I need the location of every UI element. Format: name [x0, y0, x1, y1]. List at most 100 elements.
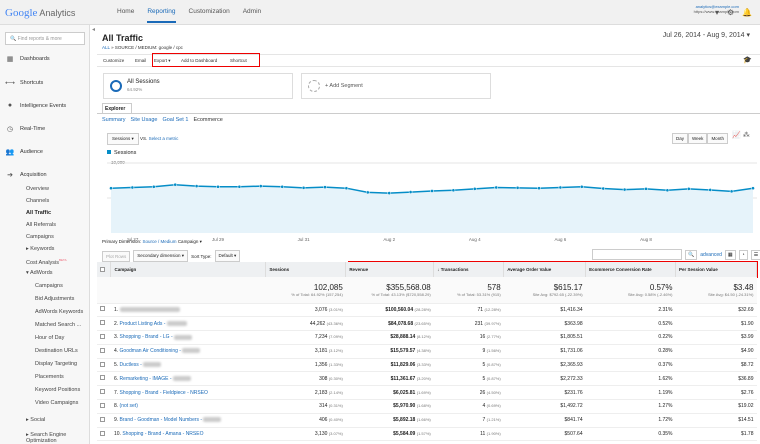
customize-button[interactable]: Customize	[103, 58, 125, 63]
data-point[interactable]	[665, 188, 670, 193]
sidebar-item-display-targeting[interactable]: Display Targeting	[35, 361, 78, 367]
select-all-header[interactable]	[97, 262, 112, 277]
campaign-cell[interactable]: 1.	[110, 303, 266, 318]
table-row[interactable]: 9. Brand - Goodman - Model Numbers - 406…	[97, 413, 757, 428]
sidebar-item-channels[interactable]: Channels	[26, 198, 50, 204]
table-row[interactable]: 7. Shopping - Brand - Fieldpiece - NRSEO…	[97, 385, 757, 401]
nav-reporting[interactable]: Reporting	[147, 8, 176, 23]
segment-all-sessions[interactable]: All Sessions 64.92%	[103, 73, 293, 99]
advanced-link[interactable]: advanced	[700, 252, 722, 258]
campaign-cell[interactable]: 9. Brand - Goodman - Model Numbers -	[110, 413, 266, 428]
sort-type-dropdown[interactable]: Default ▾	[214, 250, 241, 262]
table-row[interactable]: 4. Goodman Air Conditioning - 3,181 (3.1…	[97, 344, 757, 359]
data-point[interactable]	[109, 186, 113, 191]
data-point[interactable]	[494, 185, 499, 190]
tab-summary[interactable]: Summary	[102, 117, 126, 123]
table-row[interactable]: 1. 3,076 (3.01%) $100,560.04 (28.28%) 71 (…	[97, 303, 757, 318]
sidebar-item-bid-adjustments[interactable]: Bid Adjustments	[35, 296, 75, 302]
table-view-icon[interactable]: ▦	[724, 250, 736, 260]
sidebar-item-hour-of-day[interactable]: Hour of Day	[35, 335, 65, 341]
table-row[interactable]: 2. Product Listing Ads - 44,262 (43.36%)…	[97, 316, 757, 332]
shortcut-button[interactable]: Shortcut	[230, 58, 247, 63]
table-row[interactable]: 5. Ductless - 1,356 (1.33%) $11,829.06 (3…	[97, 358, 757, 373]
checkbox[interactable]	[100, 375, 105, 381]
sidebar-item-adwords-keywords[interactable]: AdWords Keywords	[35, 309, 84, 315]
checkbox[interactable]	[100, 361, 105, 367]
row-checkbox-cell[interactable]	[97, 344, 111, 359]
campaign-name[interactable]: Ductless -	[119, 362, 144, 369]
col-campaign[interactable]: Campaign	[110, 262, 267, 277]
col-sessions[interactable]: Sessions	[265, 262, 347, 277]
nav-customization[interactable]: Customization	[188, 8, 230, 15]
metric-dropdown[interactable]: Sessions ▾	[107, 133, 139, 145]
data-point[interactable]	[729, 189, 734, 194]
plot-rows-button[interactable]: Plot Rows	[102, 250, 131, 262]
sidebar-item-realtime[interactable]: ◷ Real-Time	[0, 125, 45, 133]
data-point[interactable]	[644, 187, 648, 191]
week-button[interactable]: Week	[688, 133, 708, 144]
data-point[interactable]	[558, 185, 563, 190]
sidebar-item-audience[interactable]: 👥 Audience	[0, 148, 43, 156]
search-icon[interactable]: 🔍	[685, 250, 698, 260]
bar-view-icon[interactable]: ☰	[750, 250, 760, 260]
add-to-dashboard-button[interactable]: Add to Dashboard	[181, 58, 218, 63]
data-point[interactable]	[344, 186, 349, 191]
col-avg-order-value[interactable]: Average Order Value	[503, 262, 587, 277]
data-point[interactable]	[430, 189, 434, 193]
checkbox[interactable]	[100, 402, 105, 408]
data-point[interactable]	[515, 186, 520, 190]
campaign-name[interactable]: Goodman Air Conditioning -	[119, 348, 183, 355]
sidebar-item-matched-search[interactable]: Matched Search ...	[35, 322, 82, 328]
sidebar-item-acquisition[interactable]: ➔ Acquisition	[0, 171, 47, 179]
campaign-cell[interactable]: 10. Shopping - Brand - Amana - NRSEO	[110, 427, 266, 442]
data-point[interactable]	[686, 187, 691, 191]
date-range-picker[interactable]: Jul 26, 2014 - Aug 9, 2014 ▾	[662, 32, 750, 39]
data-point[interactable]	[387, 191, 392, 195]
sidebar-item-all-referrals[interactable]: All Referrals	[26, 222, 56, 228]
sidebar-item-intelligence[interactable]: ● Intelligence Events	[0, 102, 66, 109]
col-conversion-rate[interactable]: Ecommerce Conversion Rate	[585, 262, 676, 277]
nav-home[interactable]: Home	[117, 8, 135, 15]
campaign-dimension[interactable]: Campaign ▾	[177, 239, 202, 244]
sidebar-item-all-traffic[interactable]: All Traffic	[26, 210, 52, 216]
add-segment-button[interactable]: + Add Segment	[301, 73, 491, 99]
row-checkbox-cell[interactable]	[97, 303, 111, 318]
data-point[interactable]	[323, 185, 327, 189]
bell-icon[interactable]: 🔔	[742, 8, 753, 17]
checkbox[interactable]	[100, 389, 105, 395]
motion-chart-icon[interactable]: ⁂	[742, 132, 750, 139]
tab-ecommerce[interactable]: Ecommerce	[193, 117, 223, 123]
checkbox[interactable]	[100, 416, 105, 422]
data-point[interactable]	[365, 190, 370, 195]
sidebar-item-keyword-positions[interactable]: Keyword Positions	[35, 387, 81, 393]
row-checkbox-cell[interactable]	[97, 358, 111, 373]
row-checkbox-cell[interactable]	[97, 413, 111, 428]
campaign-name[interactable]: Shopping - Brand - Amana - NRSEO	[122, 431, 204, 438]
sidebar-item-shortcuts[interactable]: ⟷ Shortcuts	[0, 79, 43, 87]
collapse-sidebar-icon[interactable]: ◂	[92, 27, 96, 33]
campaign-name[interactable]: (not set)	[119, 403, 138, 410]
day-button[interactable]: Day	[672, 133, 689, 144]
data-point[interactable]	[579, 184, 584, 189]
gear-icon[interactable]: ⚙	[727, 8, 735, 17]
month-button[interactable]: Month	[707, 133, 728, 144]
checkbox[interactable]	[100, 320, 105, 326]
nav-admin[interactable]: Admin	[242, 8, 262, 15]
sidebar-item-destination-urls[interactable]: Destination URLs	[35, 348, 78, 354]
data-point[interactable]	[451, 188, 456, 193]
sidebar-item-campaigns[interactable]: Campaigns	[26, 234, 54, 240]
table-row[interactable]: 10. Shopping - Brand - Amana - NRSEO 3,13…	[97, 427, 757, 442]
table-search-input[interactable]	[592, 249, 682, 260]
campaign-name[interactable]: Product Listing Ads -	[119, 320, 167, 327]
campaign-cell[interactable]: 4. Goodman Air Conditioning -	[110, 344, 266, 359]
export-button[interactable]: Export ▾	[154, 58, 171, 63]
campaign-name[interactable]: Shopping - Brand - Fieldpiece - NRSEO	[119, 389, 208, 396]
sidebar-item-social[interactable]: ▸ Social	[26, 417, 46, 423]
data-point[interactable]	[622, 187, 627, 192]
sidebar-item-overview[interactable]: Overview	[26, 186, 49, 192]
checkbox[interactable]	[100, 333, 105, 339]
line-chart-icon[interactable]: 📈	[732, 132, 741, 139]
account-selector[interactable]: analytics@example.com https://www.exampl…	[651, 4, 739, 14]
campaign-cell[interactable]: 2. Product Listing Ads -	[110, 316, 266, 332]
data-point[interactable]	[173, 182, 178, 187]
